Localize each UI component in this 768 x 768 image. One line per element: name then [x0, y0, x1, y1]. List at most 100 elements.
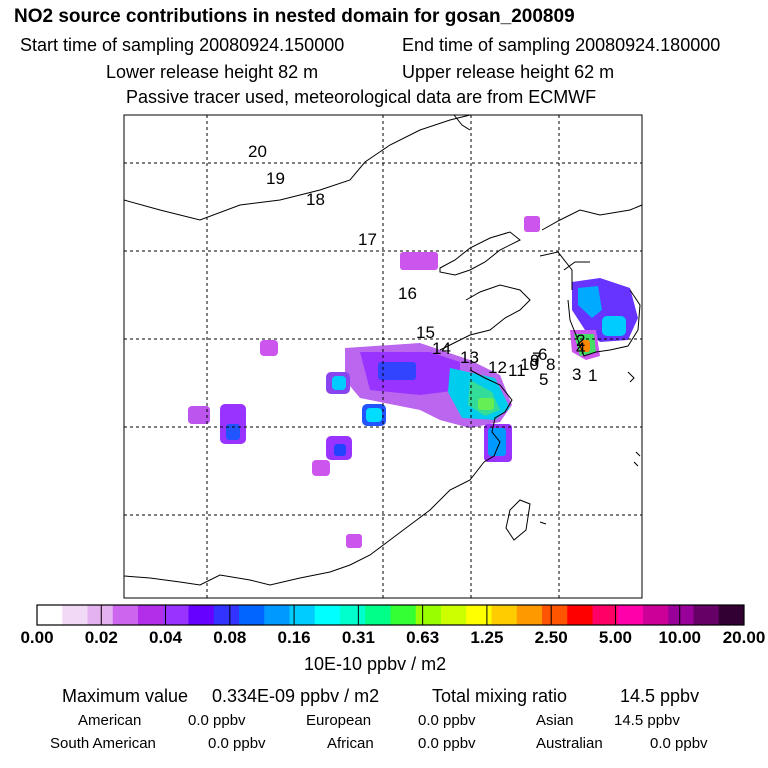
trajectory-label: 12	[488, 358, 507, 377]
colorbar-tick-label: 0.04	[148, 628, 183, 647]
colorbar-tick-label: 1.25	[470, 628, 504, 647]
colorbar-cell	[693, 605, 720, 625]
colorbar-cell	[239, 605, 265, 625]
plume-cell	[524, 216, 540, 232]
plume-cell	[602, 316, 626, 336]
trajectory-label: 9	[530, 351, 539, 370]
trajectory-label: 17	[358, 230, 377, 249]
plume-cell	[312, 460, 330, 476]
american-label: American	[78, 712, 142, 729]
asian-label: Asian	[536, 712, 574, 729]
plume-cell	[488, 428, 506, 456]
colorbar-cell	[163, 605, 189, 625]
max-value: 0.334E-09 ppbv / m2	[212, 686, 380, 706]
colorbar-cell	[441, 605, 467, 625]
trajectory-label: 13	[460, 348, 479, 367]
plume-cell	[334, 444, 346, 456]
colorbar-cell	[567, 605, 593, 625]
trajectory-label: 11	[508, 361, 526, 380]
colorbar-tick-label: 0.02	[84, 628, 118, 647]
colorbar-cell	[466, 605, 492, 625]
trajectory-label: 10	[520, 355, 539, 374]
trajectory-label: 16	[398, 284, 417, 303]
grid-lines	[124, 115, 642, 598]
trajectory-label: 3	[572, 365, 581, 384]
colorbar-cell	[365, 605, 391, 625]
plume-cell	[578, 286, 602, 318]
trajectory-label: 4	[576, 339, 585, 358]
colorbar-cell	[668, 605, 694, 625]
colorbar-cell	[112, 605, 139, 625]
colorbar-cell	[264, 605, 290, 625]
colorbar-cell	[213, 605, 240, 625]
end-time-label: End time of sampling 20080924.180000	[402, 35, 721, 55]
colorbar-cell	[87, 605, 114, 625]
colorbar-tick-label: 10.00	[658, 628, 701, 647]
colorbar	[36, 604, 745, 626]
trajectory-label: 18	[306, 190, 325, 209]
trajectory-label: 2	[576, 331, 585, 350]
colorbar-tick-label: 2.50	[534, 628, 568, 647]
colorbar-cell	[516, 605, 543, 625]
chart-title: NO2 source contributions in nested domai…	[14, 6, 575, 27]
colorbar-cell	[62, 605, 88, 625]
max-value-label: Maximum value	[62, 686, 189, 706]
colorbar-cell	[138, 605, 164, 625]
colorbar-tick-label: 0.63	[406, 628, 440, 647]
colorbar-tick-label: 0.31	[341, 628, 375, 647]
lower-release-label: Lower release height 82 m	[106, 62, 319, 82]
trajectory-label: 7	[532, 349, 541, 368]
plume-cell	[400, 252, 438, 270]
colorbar-cell	[592, 605, 619, 625]
trajectory-label: 20	[248, 142, 267, 161]
plume-cell	[478, 398, 494, 410]
concentration-plumes	[188, 216, 638, 548]
plume-cell	[332, 376, 346, 390]
plume-cell	[226, 424, 240, 440]
trajectory-label: 8	[546, 355, 555, 374]
trajectory-label: 6	[538, 345, 547, 364]
coastlines	[123, 114, 643, 586]
colorbar-cell	[643, 605, 669, 625]
colorbar-cell	[390, 605, 417, 625]
australian-label: Australian	[536, 735, 603, 752]
trajectory-label: 1	[588, 366, 597, 385]
colorbar-cell	[37, 605, 63, 625]
trajectory-label: 15	[416, 323, 435, 342]
plume-cell	[346, 534, 362, 548]
colorbar-tick-label: 0.16	[277, 628, 311, 647]
south-american-value: 0.0 ppbv	[208, 735, 266, 752]
colorbar-cell	[314, 605, 341, 625]
colorbar-tick-label: 5.00	[598, 628, 632, 647]
start-time-label: Start time of sampling 20080924.150000	[20, 35, 345, 55]
plume-cell	[366, 408, 382, 422]
colorbar-tick-label: 0.08	[213, 628, 247, 647]
plume-cell	[580, 340, 590, 352]
australian-value: 0.0 ppbv	[650, 735, 708, 752]
trajectory-label: 5	[539, 370, 548, 389]
european-label: European	[306, 712, 372, 729]
trajectory-label: 19	[266, 169, 285, 188]
european-value: 0.0 ppbv	[418, 712, 476, 729]
south-american-label: South American	[50, 735, 156, 752]
african-value: 0.0 ppbv	[418, 735, 476, 752]
colorbar-cell	[491, 605, 518, 625]
plume-cell	[260, 340, 278, 356]
colorbar-cell	[340, 605, 366, 625]
colorbar-cell	[542, 605, 568, 625]
african-label: African	[327, 735, 374, 752]
data-source-note: Passive tracer used, meteorological data…	[126, 87, 597, 107]
american-value: 0.0 ppbv	[188, 712, 246, 729]
upper-release-label: Upper release height 62 m	[402, 62, 615, 82]
plume-cell	[378, 362, 416, 380]
colorbar-cell	[617, 605, 644, 625]
total-mixing-value: 14.5 ppbv	[620, 686, 700, 706]
colorbar-tick-label: 20.00	[722, 628, 766, 647]
colorbar-cell	[188, 605, 215, 625]
plume-cell	[188, 406, 210, 424]
colorbar-unit: 10E-10 ppbv / m2	[304, 654, 447, 674]
colorbar-cell	[718, 605, 745, 625]
colorbar-cell	[415, 605, 442, 625]
colorbar-cell	[289, 605, 316, 625]
